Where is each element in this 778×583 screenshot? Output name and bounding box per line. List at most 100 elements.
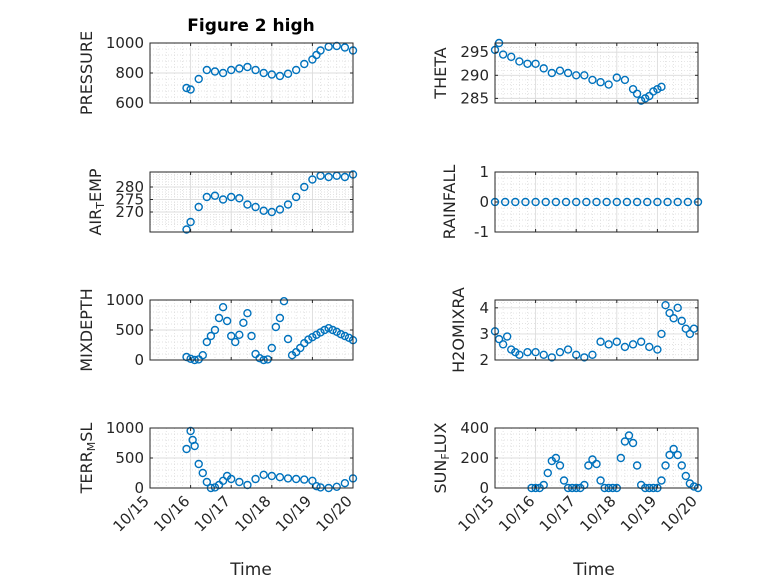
data-point: [267, 207, 276, 217]
data-point: [210, 325, 220, 335]
data-point: [186, 217, 195, 227]
x-axis-label-left: Time: [229, 560, 272, 580]
data-point: [539, 64, 548, 73]
y-tick-label: 275: [115, 191, 144, 209]
data-point: [283, 334, 293, 344]
data-point: [653, 197, 662, 207]
data-point: [198, 468, 207, 478]
data-point: [218, 476, 228, 485]
data-point: [661, 461, 670, 470]
data-point: [663, 197, 672, 207]
subplot-mixdepth: 0 500 1000 MIXDEPTH: [77, 288, 358, 372]
data-point: [515, 57, 524, 66]
data-point: [328, 325, 337, 335]
data-point: [324, 172, 333, 182]
y-tick-label: 0: [479, 193, 489, 211]
data-point: [645, 342, 654, 352]
data-point: [628, 438, 638, 448]
data-point: [202, 192, 212, 202]
data-point: [498, 50, 508, 59]
data-point: [263, 355, 272, 364]
data-point: [521, 197, 530, 207]
data-point: [649, 87, 658, 96]
data-point: [283, 200, 293, 209]
y-tick-label: 500: [115, 449, 144, 467]
data-point: [498, 340, 508, 349]
y-axis-label: TERRMSL: [77, 423, 98, 495]
data-point: [620, 342, 630, 352]
data-point: [235, 64, 244, 73]
data-point: [340, 172, 350, 182]
data-point: [502, 332, 512, 341]
data-point: [531, 59, 540, 68]
y-tick-label: 800: [115, 64, 144, 82]
data-point: [673, 450, 682, 460]
data-point: [657, 82, 666, 92]
data-point: [563, 345, 573, 354]
y-tick-label: 0: [134, 351, 144, 369]
y-axis-label: H2OMIXRA: [449, 287, 468, 373]
data-point: [551, 453, 561, 463]
data-point: [632, 89, 642, 98]
data-point: [612, 73, 621, 82]
y-tick-label: 1000: [106, 34, 144, 52]
data-point: [316, 328, 325, 337]
data-point: [494, 334, 504, 344]
data-point: [588, 350, 597, 359]
y-axis-label: THETA: [431, 47, 450, 99]
data-point: [645, 91, 654, 101]
data-point: [243, 62, 252, 72]
data-point: [271, 322, 281, 332]
data-point: [551, 197, 561, 207]
data-point: [340, 331, 350, 341]
data-point: [661, 301, 670, 310]
data-point: [677, 461, 686, 470]
data-point: [641, 94, 650, 103]
data-point: [255, 354, 264, 363]
y-axis-label: AIRTEMP: [86, 168, 107, 235]
subplot-h2omixra: 2 3 4 H2OMIXRA: [449, 287, 699, 373]
data-point: [267, 471, 276, 481]
y-tick-label: 295: [460, 43, 489, 61]
data-point: [300, 475, 309, 484]
data-point: [316, 483, 325, 492]
data-point: [332, 482, 341, 491]
y-axis-label: PRESSURE: [77, 31, 96, 115]
subplot-pressure: 600 800 1000 PRESSURE: [77, 31, 358, 115]
data-point: [653, 84, 662, 94]
data-point: [555, 66, 565, 75]
data-point: [543, 468, 552, 478]
data-point: [259, 470, 268, 479]
data-point: [324, 324, 333, 333]
y-tick-label: 400: [460, 419, 489, 437]
data-point: [673, 303, 682, 313]
data-point: [685, 329, 695, 339]
data-point: [559, 476, 569, 485]
data-point: [291, 474, 301, 484]
data-point: [612, 337, 621, 346]
data-point: [308, 175, 317, 184]
data-point: [320, 325, 329, 335]
subplot-theta: 285 290 295 THETA: [431, 38, 699, 107]
data-point: [624, 431, 634, 440]
data-point: [632, 461, 642, 470]
data-point: [689, 324, 699, 333]
data-point: [500, 197, 510, 207]
data-point: [632, 197, 642, 207]
y-tick-label: 270: [115, 203, 144, 221]
data-point: [592, 459, 601, 469]
y-tick-label: 280: [115, 178, 144, 196]
data-point: [547, 68, 557, 78]
data-point: [214, 313, 224, 323]
data-point: [628, 84, 638, 94]
data-point: [279, 297, 289, 306]
data-point: [247, 331, 256, 341]
data-point: [251, 202, 260, 212]
data-point: [210, 191, 220, 200]
data-point: [572, 71, 581, 80]
axes-background: [495, 300, 698, 360]
data-point: [206, 331, 216, 341]
